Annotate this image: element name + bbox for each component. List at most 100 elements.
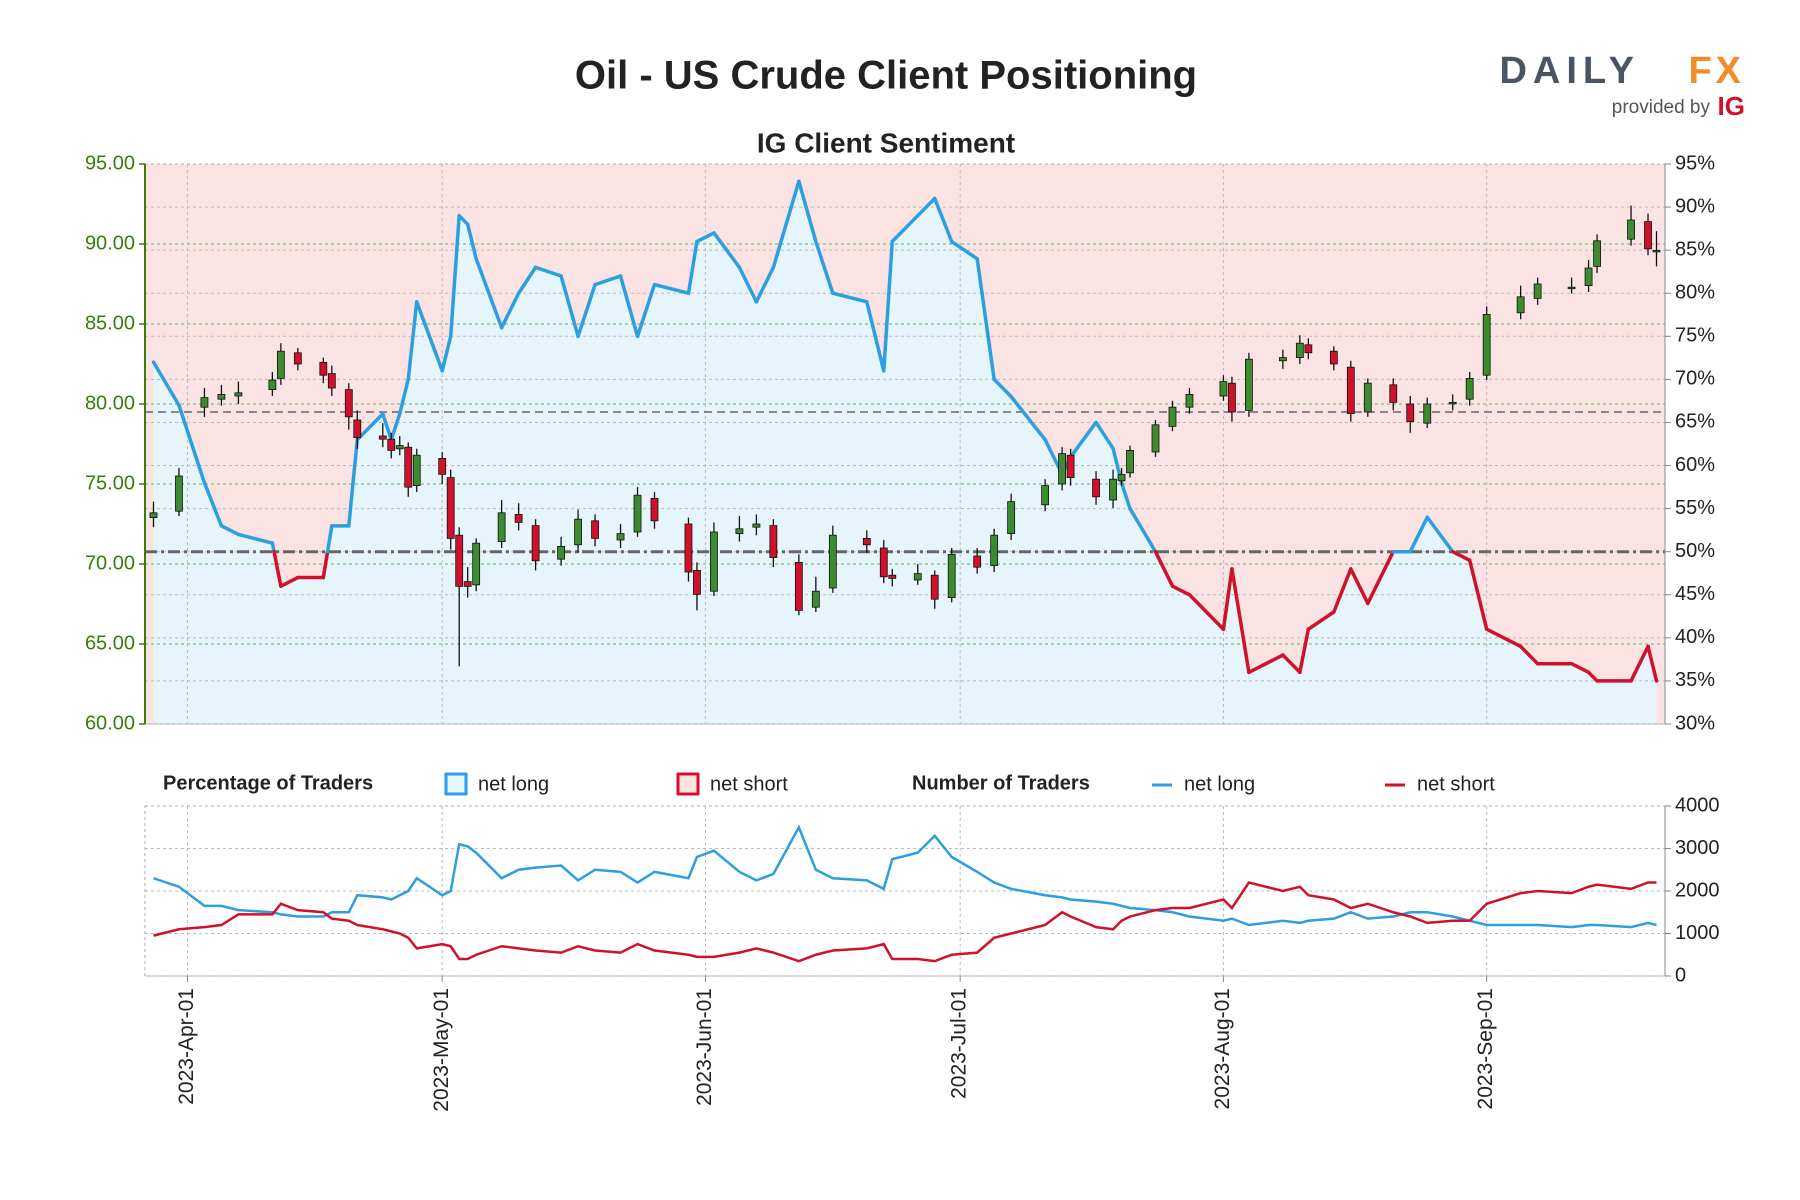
sentiment-line — [695, 231, 716, 244]
candle-body — [591, 520, 599, 539]
series-line — [153, 881, 1657, 963]
sentiment-line — [1128, 506, 1158, 554]
candle-body — [412, 454, 421, 487]
sentiment-line — [686, 239, 699, 295]
candle-body — [990, 534, 999, 567]
provided-by: provided by — [1612, 97, 1711, 118]
sentiment-line — [1306, 610, 1336, 631]
sentiment-line — [202, 481, 224, 528]
sentiment-line — [1646, 644, 1659, 683]
y2-tick-label: 60% — [1675, 454, 1715, 476]
candle-body — [1168, 406, 1177, 427]
y2-tick-label: 50% — [1675, 540, 1715, 562]
candle-body — [1185, 393, 1194, 408]
candle-body — [378, 435, 387, 440]
sentiment-line — [533, 265, 563, 278]
sentiment-line — [397, 377, 410, 416]
candle-body — [879, 547, 888, 578]
candle-body — [930, 574, 939, 600]
candle-body — [693, 570, 701, 595]
candle-body — [1363, 382, 1372, 413]
candle-body — [710, 531, 718, 592]
candle-body — [752, 523, 761, 528]
candle-body — [404, 446, 413, 488]
sentiment-line — [1629, 644, 1650, 683]
y-tick-label: 70.00 — [85, 552, 135, 574]
candle-body — [1627, 219, 1635, 240]
sentiment-line — [635, 282, 657, 339]
sentiment-line — [389, 412, 402, 442]
candle-body — [1092, 478, 1100, 498]
legend-label: net short — [710, 773, 788, 795]
y2-tick-label: 55% — [1675, 497, 1715, 519]
legend-swatch — [676, 772, 700, 796]
y-tick-label: 75.00 — [85, 472, 135, 494]
sentiment-line — [1230, 567, 1251, 675]
y-tick-label: 1000 — [1675, 922, 1720, 944]
sentiment-line — [559, 274, 580, 339]
y2-tick-label: 45% — [1675, 583, 1715, 605]
series-line — [153, 824, 1657, 929]
brand-accent: FX — [1688, 50, 1745, 92]
sentiment-line — [737, 265, 759, 304]
candle-body — [1567, 286, 1576, 290]
legend-swatch — [444, 772, 468, 796]
candle-body — [455, 534, 464, 587]
sentiment-line — [1221, 567, 1234, 631]
sentiment-line — [1450, 549, 1472, 563]
sentiment-line — [975, 257, 996, 382]
candle-body — [514, 514, 523, 523]
sentiment-line — [457, 213, 470, 227]
candle-body — [472, 542, 481, 586]
sentiment-line — [890, 213, 920, 244]
x-tick-label: 2023-Aug-01 — [1211, 988, 1234, 1109]
candle-body — [1652, 249, 1661, 253]
candle-body — [1117, 473, 1126, 482]
sentiment-line — [949, 239, 979, 261]
y-tick-label: 0 — [1675, 964, 1686, 986]
candle-body — [353, 419, 362, 439]
sentiment-line — [1247, 653, 1285, 675]
candle-body — [1423, 403, 1432, 424]
candle-body — [1304, 344, 1313, 354]
candle-body — [1126, 449, 1134, 474]
sentiment-line — [593, 274, 623, 287]
candle-body — [293, 352, 302, 365]
candle-body — [497, 512, 506, 542]
x-tick-label: 2023-Sep-01 — [1474, 988, 1497, 1109]
net-long-area — [153, 181, 1657, 724]
candle-body — [913, 573, 922, 581]
sentiment-line — [882, 239, 895, 373]
candle-body — [1406, 403, 1415, 423]
sentiment-line — [440, 334, 453, 373]
sentiment-line — [321, 549, 330, 580]
sentiment-line — [1349, 567, 1370, 606]
sentiment-line — [1119, 481, 1132, 511]
candle-body — [735, 528, 744, 534]
y2-tick-label: 85% — [1675, 238, 1715, 260]
sentiment-line — [754, 265, 776, 304]
sentiment-line — [1332, 567, 1353, 614]
sentiment-line — [712, 231, 742, 270]
y2-tick-label: 40% — [1675, 626, 1715, 648]
sentiment-line — [474, 257, 504, 330]
candle-body — [1278, 357, 1287, 362]
candle-body — [344, 389, 353, 418]
sentiment-line — [576, 282, 597, 339]
candle-body — [1219, 381, 1228, 397]
y2-tick-label: 75% — [1675, 325, 1715, 347]
sentiment-line — [618, 274, 640, 339]
sentiment-line — [272, 549, 283, 588]
sentiment-line — [1281, 653, 1302, 675]
sentiment-line — [236, 532, 275, 545]
y2-tick-label: 30% — [1675, 712, 1715, 734]
candle-body — [1007, 501, 1016, 535]
y-tick-label: 90.00 — [85, 232, 135, 254]
sentiment-line — [915, 196, 937, 218]
sentiment-line — [1467, 558, 1489, 631]
provider: IG — [1718, 91, 1745, 121]
candle-body — [531, 525, 540, 562]
y-tick-label: 65.00 — [85, 632, 135, 654]
candle-body — [175, 475, 183, 512]
y2-tick-label: 70% — [1675, 368, 1715, 390]
